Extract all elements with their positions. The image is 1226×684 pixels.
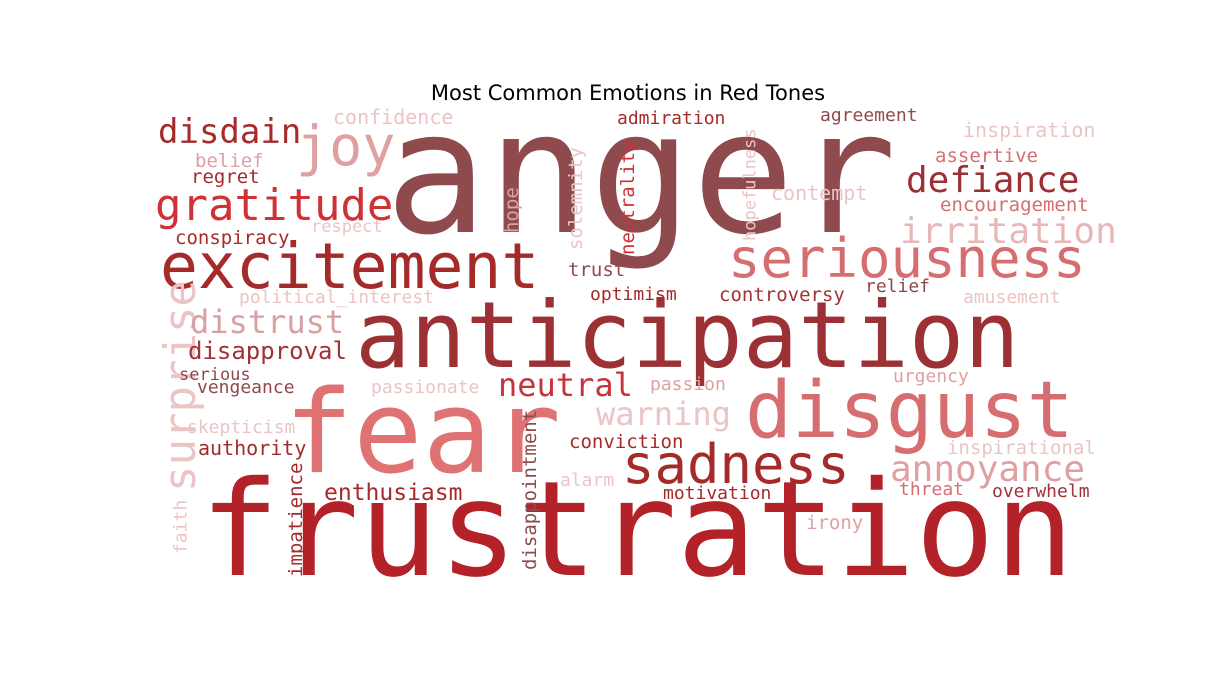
word-hope: hope	[501, 187, 523, 233]
word-neutrality: neutrality	[617, 141, 639, 255]
word-amusement: amusement	[963, 287, 1061, 308]
word-authority: authority	[198, 436, 306, 460]
word-sadness: sadness	[622, 433, 850, 496]
word-relief: relief	[865, 276, 930, 297]
word-conviction: conviction	[569, 431, 683, 453]
word-threat: threat	[899, 479, 964, 500]
word-political-interest: political_interest	[239, 287, 434, 308]
chart-title: Most Common Emotions in Red Tones	[430, 81, 826, 105]
word-conspiracy: conspiracy	[175, 227, 289, 249]
word-overwhelm: overwhelm	[992, 481, 1090, 502]
word-passion: passion	[650, 374, 726, 395]
word-warning: warning	[596, 395, 731, 433]
word-hopefulness: hopefulness	[741, 128, 761, 241]
word-skepticism: skepticism	[187, 417, 295, 438]
word-anticipation: anticipation	[355, 282, 1020, 389]
word-excitement: excitement	[160, 230, 539, 303]
word-confidence: confidence	[333, 105, 453, 129]
word-surprise: surprise	[155, 280, 206, 492]
word-joy: joy	[296, 114, 395, 178]
word-impatience: impatience	[285, 463, 307, 577]
word-disdain: disdain	[158, 112, 301, 152]
word-optimism: optimism	[590, 284, 677, 305]
word-annoyance: annoyance	[890, 449, 1085, 490]
word-urgency: urgency	[893, 366, 969, 387]
word-neutral: neutral	[498, 366, 633, 404]
word-motivation: motivation	[663, 483, 771, 504]
word-alarm: alarm	[560, 470, 614, 491]
word-disapproval: disapproval	[188, 337, 347, 365]
word-belief: belief	[195, 150, 264, 172]
word-gratitude: gratitude	[155, 180, 393, 231]
word-inspirational: inspirational	[947, 437, 1096, 459]
word-seriousness: seriousness	[728, 227, 1086, 290]
word-respect: respect	[311, 217, 383, 237]
word-inspiration: inspiration	[963, 118, 1095, 142]
word-serious: serious	[179, 365, 251, 385]
word-passionate: passionate	[371, 377, 479, 398]
word-anger: anger	[385, 75, 897, 273]
word-encouragement: encouragement	[940, 194, 1089, 216]
word-disgust: disgust	[745, 366, 1074, 456]
word-enthusiasm: enthusiasm	[324, 480, 462, 506]
word-frustration: frustration	[200, 453, 1074, 607]
word-solemnity: solemnity	[565, 147, 587, 250]
word-agreement: agreement	[820, 105, 918, 126]
word-irony: irony	[806, 512, 863, 534]
word-vengeance: vengeance	[197, 377, 295, 398]
word-fear: fear	[284, 366, 561, 500]
word-disappointment: disappointment	[519, 410, 541, 570]
word-trust: trust	[568, 259, 625, 281]
word-distrust: distrust	[190, 303, 344, 341]
word-controversy: controversy	[719, 284, 845, 306]
word-admiration: admiration	[617, 108, 725, 129]
word-faith: faith	[170, 500, 191, 554]
word-regret: regret	[191, 166, 260, 188]
word-contempt: contempt	[771, 181, 867, 205]
word-defiance: defiance	[906, 160, 1079, 201]
word-assertive: assertive	[935, 145, 1038, 167]
word-irritation: irritation	[900, 211, 1117, 252]
